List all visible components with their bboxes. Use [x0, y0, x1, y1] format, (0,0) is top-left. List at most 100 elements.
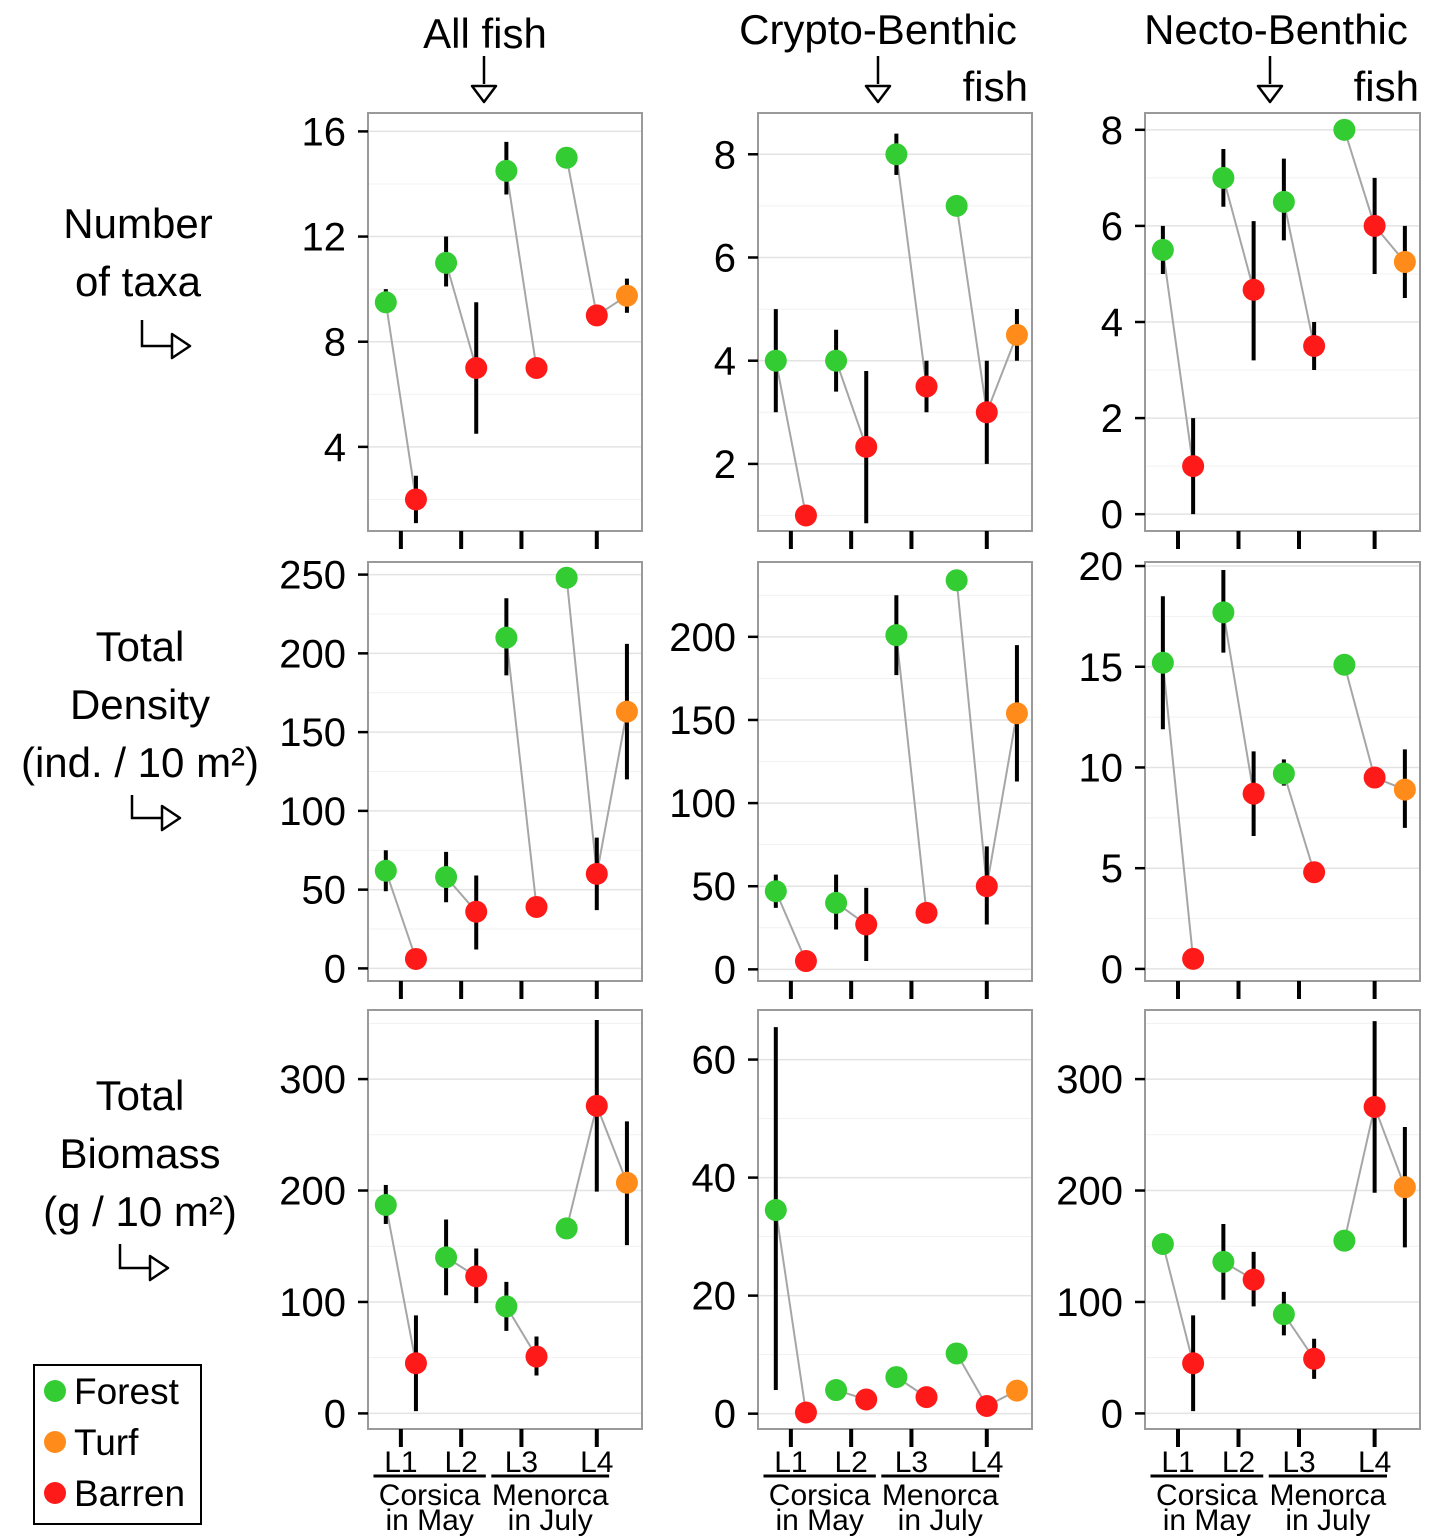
panel: 2 4 6 8	[714, 112, 1033, 549]
data-point-barren	[1182, 455, 1205, 478]
data-point-barren	[465, 357, 488, 380]
data-point-barren	[525, 1345, 548, 1368]
data-point-forest	[764, 1199, 787, 1222]
region-label: Menorca	[1270, 1479, 1387, 1512]
data-point-forest	[1272, 762, 1295, 785]
right-arrow-icon	[170, 332, 192, 360]
data-point-forest	[555, 146, 578, 169]
region-label: Corsica	[769, 1479, 871, 1512]
row-title-arrow-shaft	[118, 1244, 150, 1270]
data-point-forest	[764, 880, 787, 903]
x-tick-label: L2	[834, 1446, 867, 1479]
y-tick-label: 150	[279, 711, 346, 755]
legend-marker-turf	[44, 1431, 66, 1453]
data-point-forest	[495, 1295, 518, 1318]
connector-line	[1282, 773, 1316, 873]
row-title: Biomass	[59, 1130, 220, 1177]
connector-line	[955, 580, 988, 887]
column-title: fish	[1354, 63, 1419, 110]
region-label: in July	[898, 1504, 983, 1536]
y-tick-label: 40	[692, 1157, 737, 1201]
panel: 0 100 200 300	[1056, 1009, 1421, 1447]
legend-label: Barren	[74, 1473, 185, 1514]
panel: 0 100 200 300	[279, 1009, 643, 1447]
data-point-forest	[764, 349, 787, 372]
y-tick-label: 0	[1101, 493, 1123, 537]
connector-line	[895, 635, 928, 913]
connector-line	[384, 302, 417, 500]
data-point-forest	[825, 891, 848, 914]
data-point-barren	[1363, 1095, 1386, 1118]
connector-line	[1161, 662, 1195, 959]
y-tick-label: 0	[714, 1393, 736, 1437]
y-tick-label: 200	[1056, 1170, 1123, 1214]
data-point-forest	[1212, 166, 1235, 189]
data-point-barren	[975, 401, 998, 424]
data-point-forest	[435, 251, 458, 274]
x-tick-label: L4	[970, 1446, 1003, 1479]
y-tick-label: 2	[1101, 397, 1123, 441]
row-title: Total	[96, 623, 185, 670]
data-point-barren	[794, 950, 817, 973]
data-point-forest	[435, 1246, 458, 1269]
y-tick-label: 0	[1101, 948, 1123, 992]
x-tick-label: L1	[384, 1446, 417, 1479]
data-point-turf	[1393, 1176, 1416, 1199]
data-point-turf	[615, 284, 638, 307]
connector-line	[985, 713, 1018, 887]
data-point-barren	[404, 1352, 427, 1375]
data-point-forest	[1151, 238, 1174, 261]
region-label: Menorca	[882, 1479, 999, 1512]
data-point-barren	[1363, 766, 1386, 789]
down-arrow-icon	[470, 84, 498, 104]
data-point-forest	[555, 566, 578, 589]
row-title: of taxa	[75, 258, 202, 305]
data-point-barren	[855, 435, 878, 458]
row-title: Density	[70, 681, 210, 728]
data-point-forest	[885, 1366, 908, 1389]
data-point-barren	[1182, 1352, 1205, 1375]
data-point-turf	[1393, 250, 1416, 273]
data-point-barren	[1242, 1268, 1265, 1291]
y-tick-label: 12	[302, 216, 347, 260]
connector-line	[505, 637, 538, 908]
y-tick-label: 10	[1079, 746, 1124, 790]
y-tick-label: 16	[302, 110, 347, 154]
data-point-barren	[1242, 278, 1265, 301]
data-point-barren	[404, 488, 427, 511]
panels-layer: 4812162468024680501001502002500501001502…	[279, 109, 1421, 1447]
data-point-forest	[945, 1342, 968, 1365]
data-point-barren	[855, 913, 878, 936]
data-point-forest	[555, 1217, 578, 1240]
data-point-forest	[945, 569, 968, 592]
panel: 0 2 4 6 8	[1101, 109, 1421, 549]
data-point-forest	[825, 349, 848, 372]
region-label: in May	[1163, 1504, 1251, 1536]
panel-background	[757, 112, 1033, 532]
y-tick-label: 300	[1056, 1058, 1123, 1102]
row-title-arrow-shaft	[130, 795, 162, 820]
connector-line	[895, 154, 928, 387]
data-point-barren	[525, 357, 548, 380]
y-tick-label: 200	[279, 632, 346, 676]
data-point-turf	[615, 700, 638, 723]
connector-line	[565, 157, 598, 316]
connector-line	[835, 360, 868, 448]
legend-label: Forest	[74, 1371, 180, 1412]
data-point-barren	[585, 304, 608, 327]
y-tick-label: 250	[279, 554, 346, 598]
data-point-forest	[945, 194, 968, 217]
y-tick-label: 5	[1101, 847, 1123, 891]
connector-line	[595, 711, 628, 875]
data-point-forest	[1151, 651, 1174, 674]
panel: 0 50 100 150 200 250	[279, 554, 643, 999]
connector-line	[1343, 664, 1376, 778]
data-point-forest	[1151, 1233, 1174, 1256]
panel: 4 8 12 16	[302, 110, 643, 549]
data-point-forest	[1272, 190, 1295, 213]
y-tick-label: 8	[1101, 109, 1123, 153]
y-tick-label: 200	[279, 1170, 346, 1214]
connector-line	[1161, 249, 1195, 467]
